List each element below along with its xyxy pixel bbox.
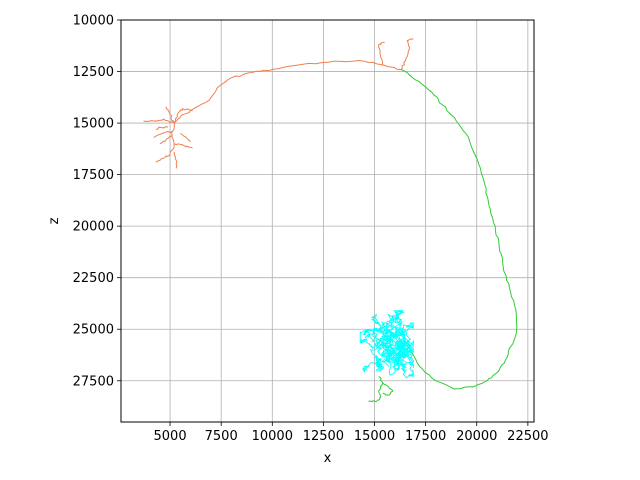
y-tick-label: 10000 xyxy=(73,14,114,29)
series-0-branch-9 xyxy=(180,132,191,143)
series-0-branch-3 xyxy=(173,108,193,124)
series-0-branch-2 xyxy=(165,106,175,124)
y-tick-label: 27500 xyxy=(73,374,114,389)
x-tick-label: 5000 xyxy=(154,429,187,444)
y-axis-label: z xyxy=(47,217,62,224)
x-tick-label: 12500 xyxy=(303,429,344,444)
series-1-branch-0 xyxy=(400,69,518,390)
x-axis: 5000 7500 10000 12500 15000 17500 20000 22500 xyxy=(154,422,549,444)
series-0-branch-6 xyxy=(173,143,193,149)
y-axis: 10000 12500 15000 17500 20000 22500 25000 27500 xyxy=(73,14,121,389)
y-tick-label: 22500 xyxy=(73,271,114,286)
series-2-cluster-trace-9 xyxy=(362,346,385,373)
series-2-cluster-trace-10 xyxy=(391,333,414,365)
series-0-branch-1 xyxy=(143,118,175,124)
series-0-branch-11 xyxy=(378,41,385,66)
series-2-cluster-trace-12 xyxy=(380,340,402,371)
series-layer xyxy=(143,38,518,403)
series-2-cluster-trace-2 xyxy=(377,312,400,347)
series-0-branch-4 xyxy=(153,130,173,138)
y-tick-label: 15000 xyxy=(73,117,114,132)
series-2-cluster-trace-13 xyxy=(359,327,384,357)
series-2-cluster-trace-11 xyxy=(392,310,412,354)
x-tick-label: 17500 xyxy=(405,429,446,444)
x-tick-label: 20000 xyxy=(456,429,497,444)
grid-lines xyxy=(121,19,534,422)
y-tick-label: 12500 xyxy=(73,65,114,80)
series-0-branch-8 xyxy=(173,151,178,169)
series-1-branch-1 xyxy=(368,376,384,403)
series-0-branch-0 xyxy=(171,60,402,146)
x-axis-label: x xyxy=(324,451,332,466)
plot-frame xyxy=(120,19,535,423)
series-0-branch-5 xyxy=(159,134,173,145)
series-0-branch-7 xyxy=(155,145,175,163)
x-tick-label: 7500 xyxy=(205,429,238,444)
series-2-cluster-trace-1 xyxy=(366,313,412,345)
x-tick-label: 22500 xyxy=(507,429,548,444)
series-0-branch-10 xyxy=(155,126,169,130)
y-tick-label: 17500 xyxy=(73,168,114,183)
x-tick-label: 10000 xyxy=(252,429,293,444)
y-tick-label: 25000 xyxy=(73,323,114,338)
series-1-branch-2 xyxy=(382,382,394,396)
x-tick-label: 15000 xyxy=(354,429,395,444)
series-0-branch-12 xyxy=(400,38,414,70)
y-tick-label: 20000 xyxy=(73,220,114,235)
